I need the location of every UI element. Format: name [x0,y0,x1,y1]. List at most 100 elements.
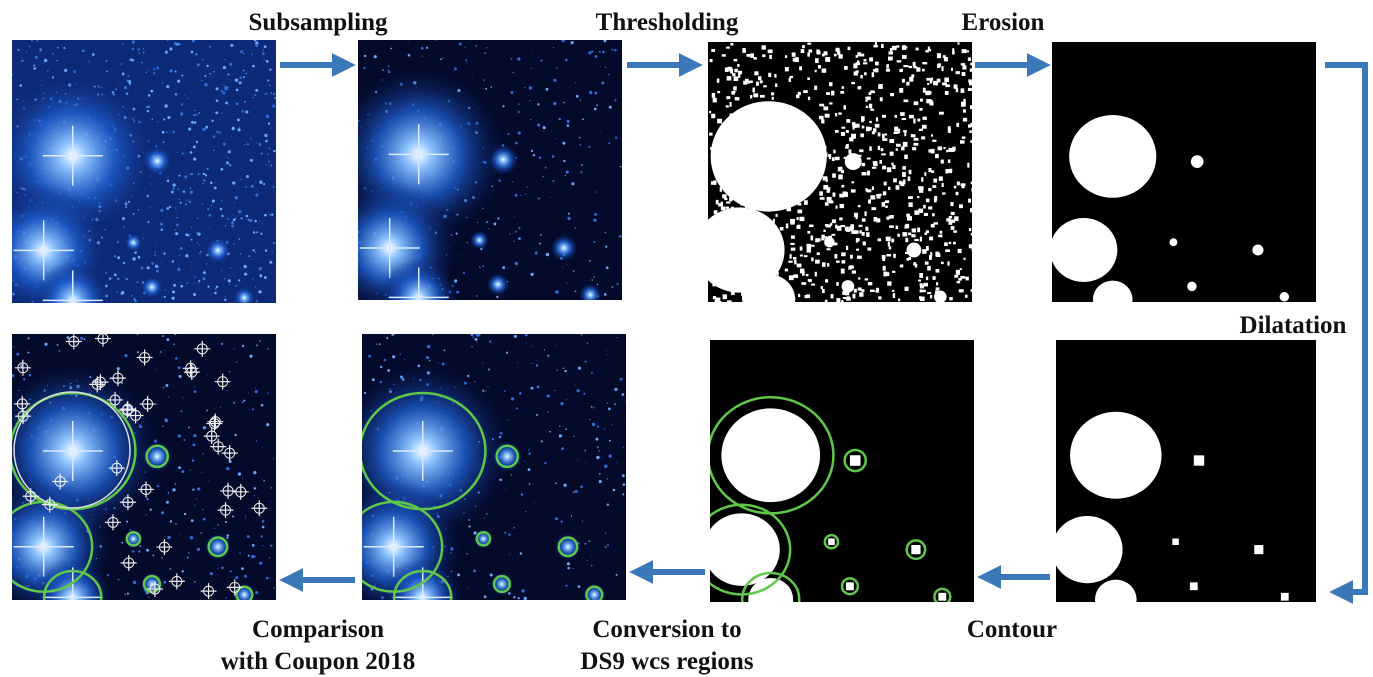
star [206,167,209,170]
noise [821,234,825,238]
star [600,65,601,67]
contour [905,539,927,561]
contour [840,577,860,596]
star [591,50,594,53]
noise [880,148,884,152]
star [487,386,489,388]
noise [918,279,922,282]
noise [927,291,932,295]
star [183,512,187,516]
noise [858,277,861,280]
noise [947,126,951,130]
star [30,40,34,42]
star [483,79,485,82]
noise [971,188,972,192]
catalog-marker [139,351,151,363]
contour [392,569,453,600]
noise [970,232,972,236]
star [486,47,488,49]
star [154,254,156,257]
star [270,164,273,167]
star [249,354,253,358]
star [211,76,213,77]
blob [1095,579,1137,602]
noise [953,84,958,89]
noise [914,238,919,242]
star [551,155,555,158]
blob [1279,292,1290,302]
step-label: Contour [967,616,1057,643]
contour [492,574,512,594]
star [147,94,151,97]
noise [774,83,778,88]
noise [882,165,887,170]
noise [937,147,940,150]
star [169,520,173,523]
noise [925,50,929,53]
star [136,351,139,354]
star [186,199,189,202]
star [164,289,167,291]
star [226,156,229,158]
star [220,342,224,346]
star [536,413,539,416]
star [564,174,567,177]
noise [838,54,843,59]
star [602,50,605,54]
noise [958,204,963,209]
star [234,196,238,200]
noise [731,91,735,95]
star [189,173,192,176]
noise [931,170,935,173]
noise [944,91,949,95]
star [570,515,573,517]
star [224,520,228,524]
star [553,102,557,106]
star [427,344,431,349]
star [131,58,135,62]
noise [876,218,881,223]
star [161,511,165,515]
star [509,233,511,235]
noise [944,242,948,247]
noise [713,180,717,185]
noise [726,96,731,100]
noise [941,66,944,72]
star [614,403,616,405]
star [232,218,236,222]
noise [802,45,805,49]
catalog-marker [121,404,133,416]
noise [870,90,875,94]
noise [886,64,889,69]
star [215,87,219,91]
noise [950,211,955,216]
star [443,349,446,352]
noise [840,268,845,274]
star [12,374,15,378]
star [231,221,235,225]
star [132,257,136,261]
noise [874,123,880,128]
star [578,136,581,139]
star [236,361,238,363]
star [590,371,593,374]
noise [790,220,795,225]
noise [837,50,841,55]
star [562,266,564,268]
star [205,125,209,129]
star [461,254,462,256]
star [235,576,239,580]
noise [864,211,867,217]
noise [823,236,828,239]
noise [897,298,901,302]
star [226,389,228,392]
noise [763,85,767,88]
star [485,512,488,515]
star [193,390,197,393]
star [269,577,271,579]
blob [1280,592,1289,601]
noise [902,166,906,170]
star [575,94,579,98]
star [378,343,381,345]
star [622,483,626,486]
